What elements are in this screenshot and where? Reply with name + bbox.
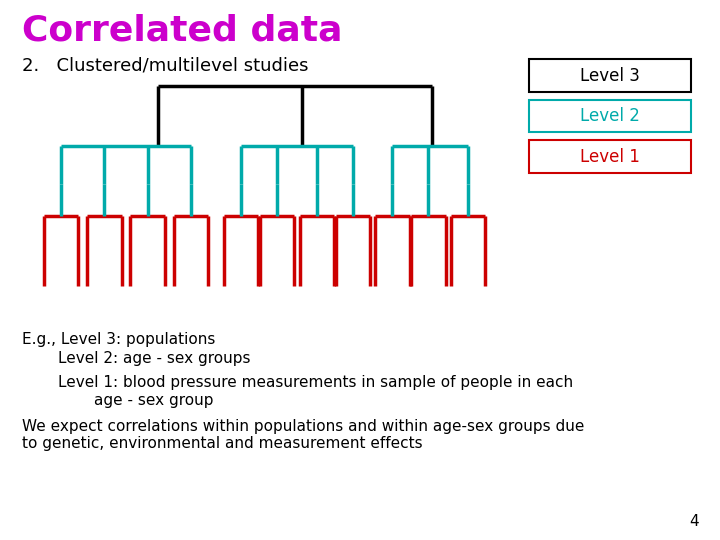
Text: Level 1: blood pressure measurements in sample of people in each: Level 1: blood pressure measurements in …: [58, 375, 572, 390]
Text: age - sex group: age - sex group: [94, 393, 213, 408]
Text: to genetic, environmental and measurement effects: to genetic, environmental and measuremen…: [22, 436, 422, 451]
FancyBboxPatch shape: [529, 140, 691, 173]
Text: Level 2: age - sex groups: Level 2: age - sex groups: [58, 351, 250, 366]
Text: 2.   Clustered/multilevel studies: 2. Clustered/multilevel studies: [22, 57, 308, 75]
FancyBboxPatch shape: [529, 59, 691, 92]
Text: 4: 4: [689, 514, 698, 529]
FancyBboxPatch shape: [529, 100, 691, 132]
Text: We expect correlations within populations and within age-sex groups due: We expect correlations within population…: [22, 418, 584, 434]
Text: Level 1: Level 1: [580, 147, 640, 166]
Text: Level 2: Level 2: [580, 107, 640, 125]
Text: E.g., Level 3: populations: E.g., Level 3: populations: [22, 332, 215, 347]
Text: Correlated data: Correlated data: [22, 14, 342, 48]
Text: Level 3: Level 3: [580, 66, 640, 85]
